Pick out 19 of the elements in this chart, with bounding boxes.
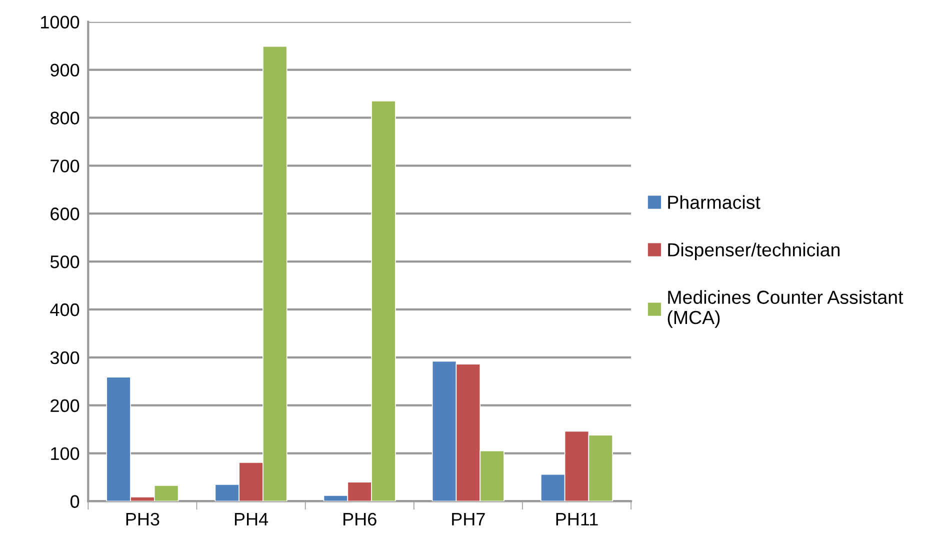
y-tick-label: 600 — [50, 208, 80, 220]
x-tick-label: PH3 — [126, 512, 160, 526]
y-tick-label: 1000 — [41, 16, 80, 29]
y-tick-label: 800 — [50, 112, 80, 124]
legend-label: Pharmacist — [668, 195, 760, 209]
y-tick-label: 900 — [50, 64, 80, 76]
y-tick-label: 0 — [70, 495, 80, 508]
x-tick-label: PH7 — [452, 513, 485, 526]
x-tick-label: PH4 — [234, 513, 268, 526]
y-tick-label: 200 — [50, 399, 80, 412]
legend-label: Medicines Counter Assistant (MCA) — [668, 290, 904, 328]
y-tick-label: 300 — [50, 351, 80, 364]
legend-label: Dispenser/technician — [668, 242, 840, 260]
y-tick-label: 400 — [50, 303, 80, 316]
x-tick-label: PH11 — [556, 513, 598, 526]
y-tick-label: 500 — [50, 255, 80, 268]
x-tick-label: PH6 — [344, 512, 376, 526]
y-tick-label: 700 — [50, 160, 80, 172]
y-tick-label: 100 — [51, 447, 80, 460]
